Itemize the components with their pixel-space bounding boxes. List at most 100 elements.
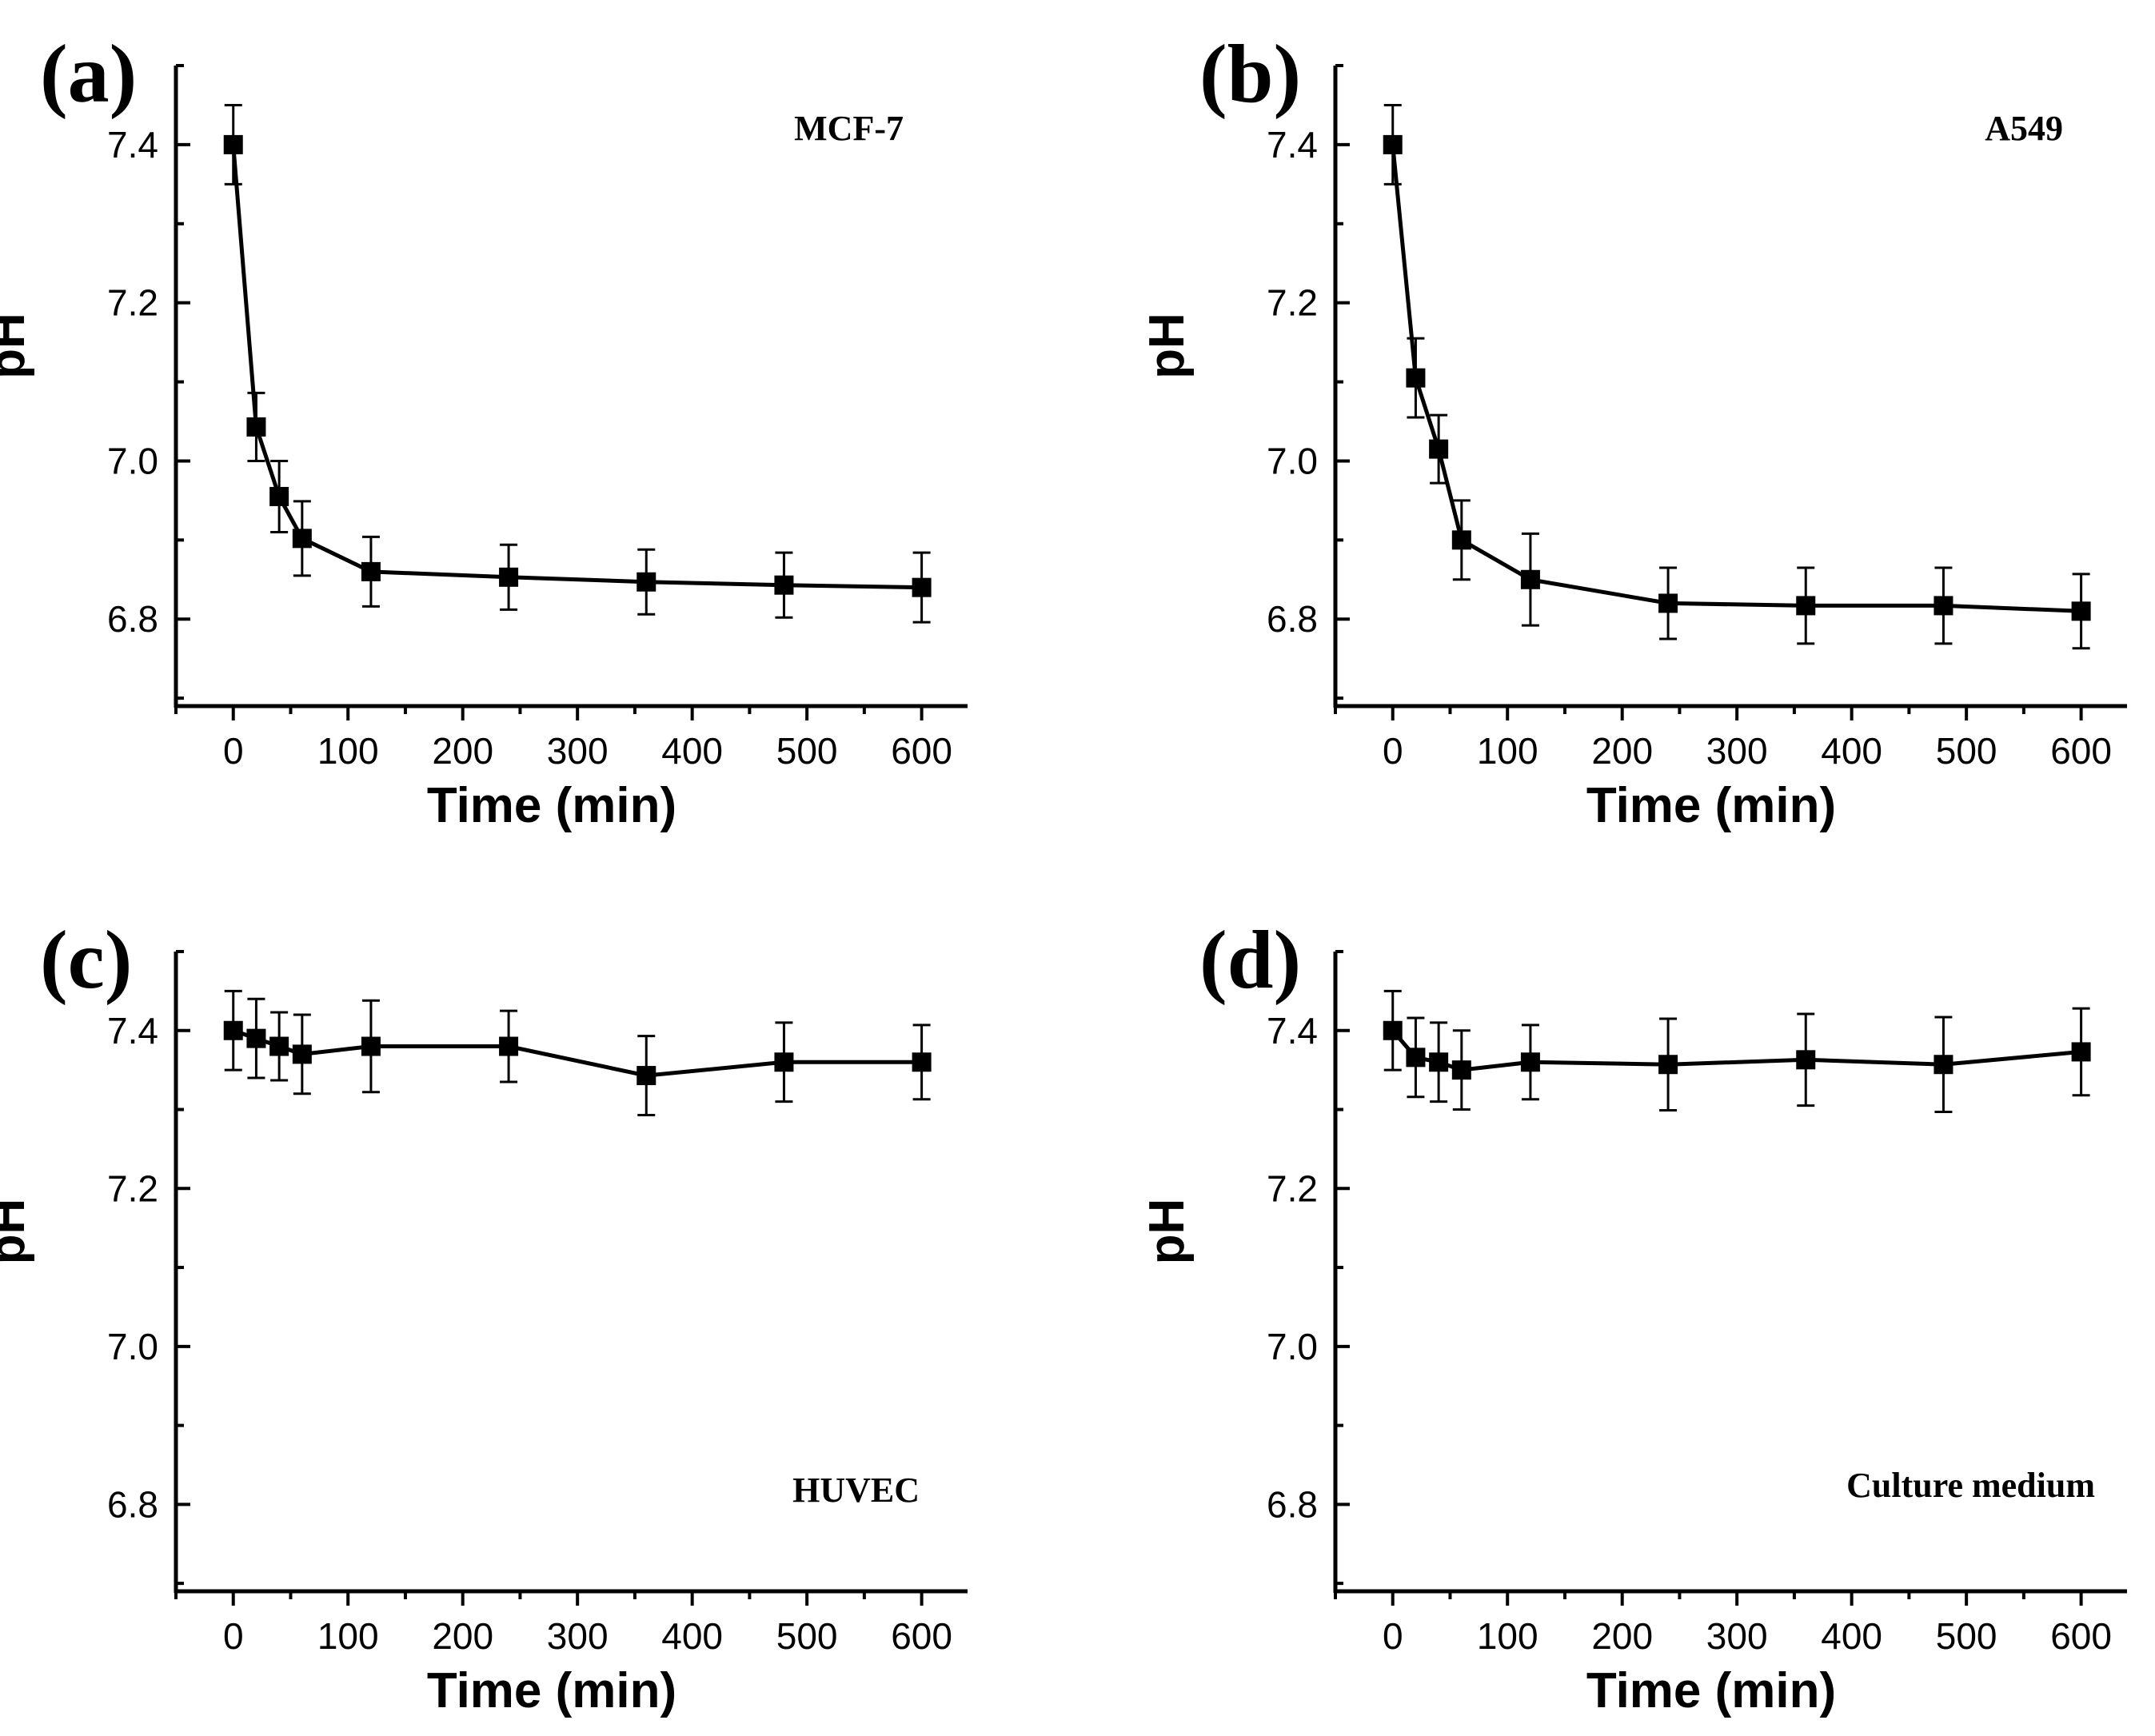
data-point — [1796, 1050, 1816, 1070]
data-point — [1796, 596, 1816, 616]
data-point — [1429, 439, 1449, 459]
panel-label: (a) — [40, 28, 137, 120]
data-point — [2071, 1042, 2091, 1062]
data-point — [1383, 1020, 1403, 1040]
data-point — [912, 577, 932, 597]
y-tick-label: 6.8 — [1267, 1483, 1318, 1525]
x-tick-label: 300 — [547, 730, 609, 772]
x-tick-label: 600 — [891, 730, 952, 772]
data-point — [1520, 569, 1540, 589]
x-axis-title: Time (min) — [1586, 778, 1836, 833]
y-tick-label: 7.0 — [1267, 1326, 1318, 1367]
data-point — [269, 486, 289, 506]
x-tick-label: 500 — [776, 1615, 838, 1657]
panel-a: 6.8 7.0 7.2 7.4 0 100 200 300 400 500 600 Time (min… — [0, 28, 968, 833]
series-annotation: MCF-7 — [794, 109, 904, 148]
y-tick-label: 6.8 — [107, 1483, 158, 1525]
y-tick-label: 7.0 — [107, 440, 158, 481]
x-tick-label: 0 — [223, 1615, 244, 1657]
x-tick-label: 300 — [1706, 730, 1768, 772]
data-point — [637, 1066, 656, 1086]
x-tick-label: 500 — [1936, 730, 1997, 772]
data-point — [1429, 1052, 1449, 1072]
x-tick-label: 500 — [776, 730, 838, 772]
x-tick-label: 0 — [1383, 730, 1403, 772]
series-annotation: HUVEC — [792, 1471, 920, 1510]
y-tick-label: 7.4 — [107, 1010, 158, 1052]
data-point — [1406, 368, 1426, 388]
series-line — [231, 144, 922, 590]
y-tick-label: 7.4 — [107, 124, 158, 166]
x-axis-title: Time (min) — [427, 1663, 676, 1718]
data-point — [223, 134, 243, 154]
data-point — [246, 417, 266, 437]
panel-c: 6.8 7.0 7.2 7.4 0 100 200 300 400 500 600 Time (min… — [0, 914, 968, 1718]
data-point — [1520, 1052, 1540, 1072]
data-point — [1658, 593, 1678, 613]
y-axis-title: pH — [1139, 1199, 1195, 1265]
x-axis-title: Time (min) — [1586, 1663, 1836, 1718]
x-tick-label: 600 — [891, 1615, 952, 1657]
panel-label: (d) — [1199, 914, 1301, 1006]
x-tick-label: 600 — [2050, 730, 2112, 772]
x-tick-label: 0 — [1383, 1615, 1403, 1657]
x-tick-label: 100 — [317, 730, 379, 772]
y-tick-label: 7.4 — [1267, 124, 1318, 166]
x-tick-label: 300 — [1706, 1615, 1768, 1657]
x-tick-label: 500 — [1936, 1615, 1997, 1657]
y-tick-label: 6.8 — [107, 598, 158, 640]
data-point — [912, 1052, 932, 1072]
data-point — [1451, 530, 1471, 550]
panel-label: (b) — [1199, 28, 1301, 120]
x-tick-label: 300 — [547, 1615, 609, 1657]
y-tick-label: 7.2 — [107, 282, 158, 324]
data-point — [223, 1020, 243, 1040]
data-point — [361, 561, 381, 581]
data-point — [292, 1044, 312, 1064]
series-line — [1391, 144, 2081, 613]
x-tick-label: 400 — [661, 730, 723, 772]
data-point — [774, 1052, 794, 1072]
y-axis-title: pH — [0, 1199, 35, 1265]
series-annotation: Culture medium — [1846, 1466, 2095, 1505]
data-point — [361, 1036, 381, 1056]
data-point — [1383, 134, 1403, 154]
x-tick-label: 200 — [1591, 730, 1653, 772]
y-tick-label: 7.0 — [1267, 440, 1318, 481]
data-point — [269, 1036, 289, 1056]
y-axis-title: pH — [1139, 313, 1195, 379]
data-point — [1658, 1055, 1678, 1075]
y-tick-label: 7.0 — [107, 1326, 158, 1367]
data-point — [1934, 1055, 1953, 1075]
x-axis-title: Time (min) — [427, 778, 676, 833]
panel-b: 6.8 7.0 7.2 7.4 0 100 200 300 400 500 600 Time (min… — [1139, 28, 2127, 833]
x-tick-label: 200 — [432, 730, 493, 772]
series-line — [1391, 1029, 2081, 1072]
panel-d: 6.8 7.0 7.2 7.4 0 100 200 300 400 500 600 Time (min… — [1139, 914, 2127, 1718]
data-point — [2071, 601, 2091, 621]
x-tick-label: 600 — [2050, 1615, 2112, 1657]
x-tick-label: 400 — [1821, 730, 1882, 772]
x-tick-label: 200 — [432, 1615, 493, 1657]
y-axis-title: pH — [0, 313, 35, 379]
x-tick-label: 400 — [661, 1615, 723, 1657]
data-point — [499, 567, 519, 587]
x-tick-label: 100 — [317, 1615, 379, 1657]
data-point — [774, 575, 794, 595]
y-tick-label: 6.8 — [1267, 598, 1318, 640]
y-tick-label: 7.4 — [1267, 1010, 1318, 1052]
data-point — [637, 572, 656, 592]
x-tick-label: 100 — [1477, 730, 1538, 772]
y-tick-label: 7.2 — [107, 1167, 158, 1209]
data-point — [246, 1028, 266, 1048]
x-tick-label: 0 — [223, 730, 244, 772]
y-tick-label: 7.2 — [1267, 1167, 1318, 1209]
x-tick-label: 100 — [1477, 1615, 1538, 1657]
data-point — [1451, 1060, 1471, 1080]
data-point — [1406, 1048, 1426, 1068]
panel-label: (c) — [40, 914, 132, 1006]
data-point — [499, 1036, 519, 1056]
series-line — [232, 1028, 922, 1078]
x-tick-label: 200 — [1591, 1615, 1653, 1657]
